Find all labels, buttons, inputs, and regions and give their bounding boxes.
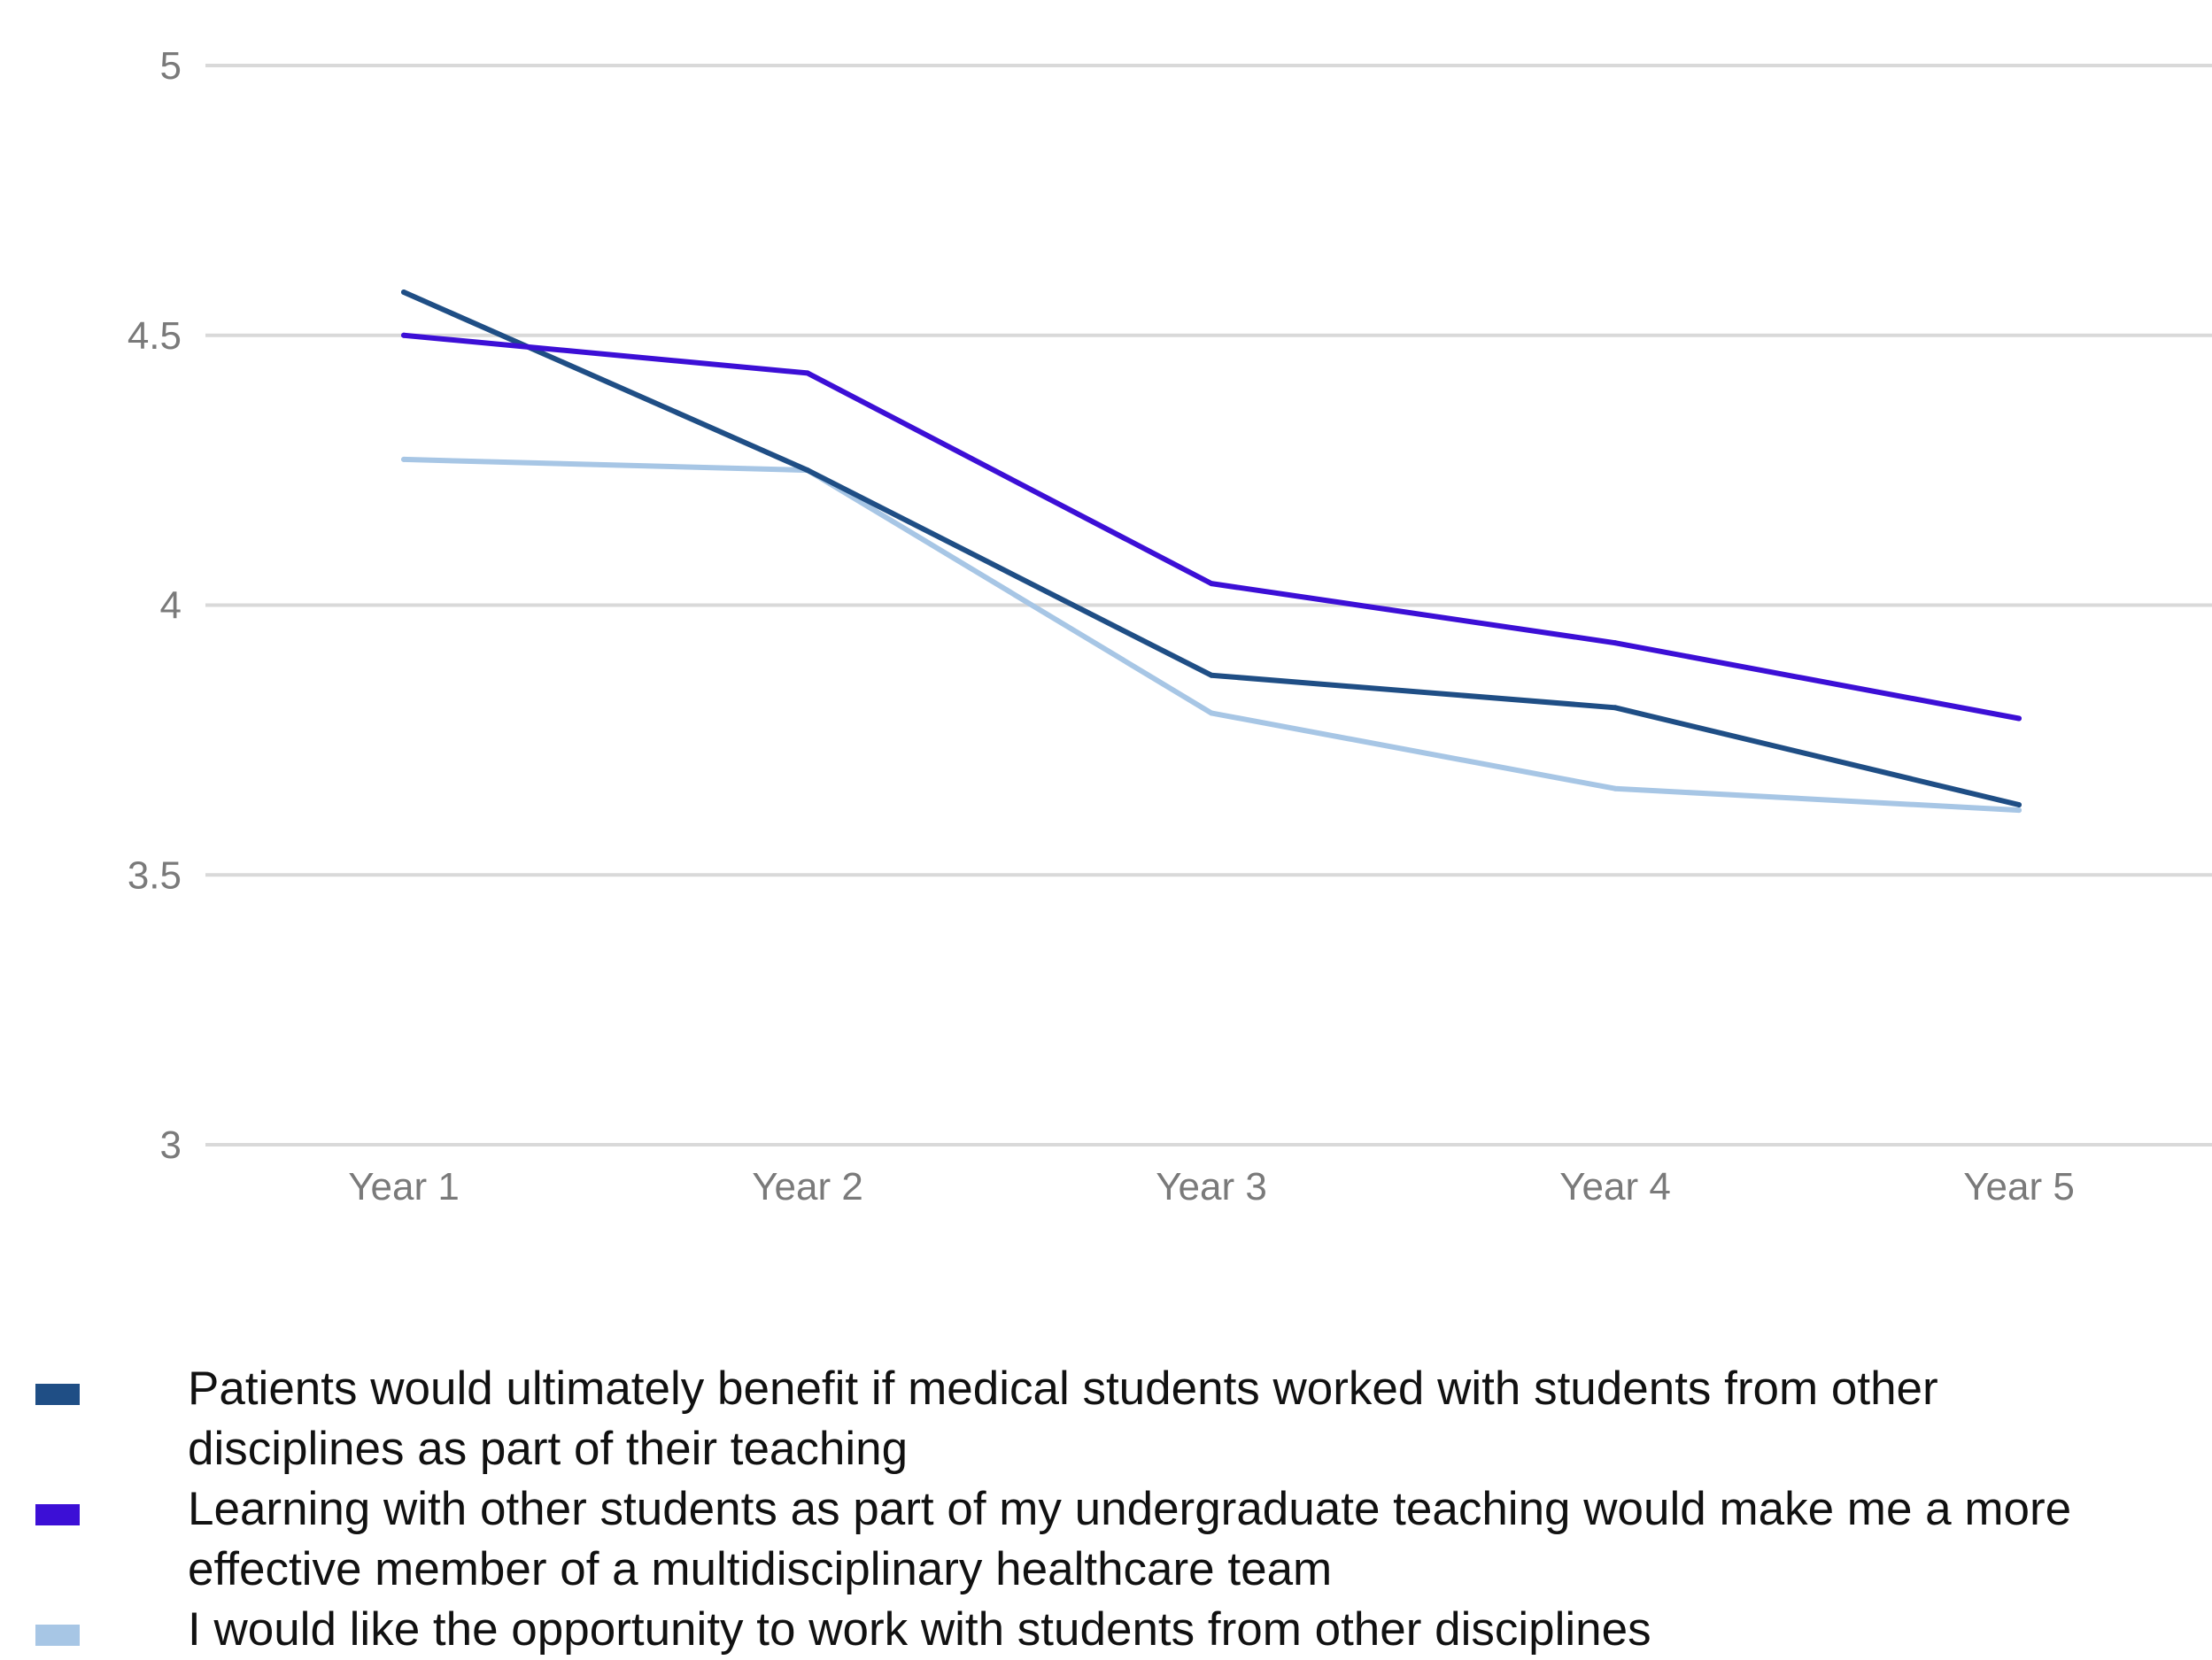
series-line-3 xyxy=(401,456,2022,814)
data-point-1-4 xyxy=(1613,705,1618,711)
data-point-3-1 xyxy=(401,456,406,462)
x-tick-label: Year 2 xyxy=(752,1165,863,1208)
data-point-1-3 xyxy=(1209,672,1214,678)
series-line-2 xyxy=(401,332,2022,722)
data-point-1-2 xyxy=(805,467,810,474)
x-tick-label: Year 3 xyxy=(1156,1165,1267,1208)
data-point-2-4 xyxy=(1613,640,1618,646)
legend-swatch-2 xyxy=(35,1504,80,1525)
legend-swatch-1 xyxy=(35,1384,80,1405)
data-point-3-3 xyxy=(1209,710,1214,716)
legend-label-2: Learning with other students as part of … xyxy=(188,1483,2072,1595)
series-lines xyxy=(401,289,2022,814)
legend-item-3: I would like the opportunity to work wit… xyxy=(0,1600,2212,1660)
x-tick-label: Year 5 xyxy=(1963,1165,2075,1208)
gridlines xyxy=(205,64,2212,1147)
data-point-3-5 xyxy=(2016,807,2022,814)
y-tick-label: 4.5 xyxy=(128,314,182,358)
y-tick-label: 5 xyxy=(160,44,182,88)
data-point-2-1 xyxy=(401,332,406,338)
data-point-2-3 xyxy=(1209,581,1214,587)
y-tick-label: 4 xyxy=(160,584,182,628)
y-tick-label: 3 xyxy=(160,1123,182,1167)
legend-swatch-3 xyxy=(35,1625,80,1646)
y-tick-label: 3.5 xyxy=(128,853,182,897)
series-line-1 xyxy=(401,289,2022,808)
data-point-1-1 xyxy=(401,289,406,295)
x-tick-label: Year 4 xyxy=(1559,1165,1671,1208)
data-point-2-2 xyxy=(805,370,810,376)
data-point-1-5 xyxy=(2016,802,2022,808)
legend-item-2: Learning with other students as part of … xyxy=(0,1479,2212,1600)
data-point-3-4 xyxy=(1613,785,1618,791)
legend: Patients would ultimately benefit if med… xyxy=(0,1359,2212,1660)
x-tick-label: Year 1 xyxy=(348,1165,460,1208)
x-axis-ticks: Year 1 Year 2 Year 3 Year 4 Year 5 xyxy=(348,1165,2075,1208)
legend-label-3: I would like the opportunity to work wit… xyxy=(188,1603,1651,1656)
legend-item-1: Patients would ultimately benefit if med… xyxy=(0,1359,2212,1479)
line-chart: 3 3.5 4 4.5 5 Year 1 Year 2 Year 3 Year 4 Year 5 xyxy=(128,44,2212,1208)
legend-label-1: Patients would ultimately benefit if med… xyxy=(188,1363,1938,1475)
y-axis-ticks: 3 3.5 4 4.5 5 xyxy=(128,44,182,1167)
data-point-2-5 xyxy=(2016,715,2022,722)
